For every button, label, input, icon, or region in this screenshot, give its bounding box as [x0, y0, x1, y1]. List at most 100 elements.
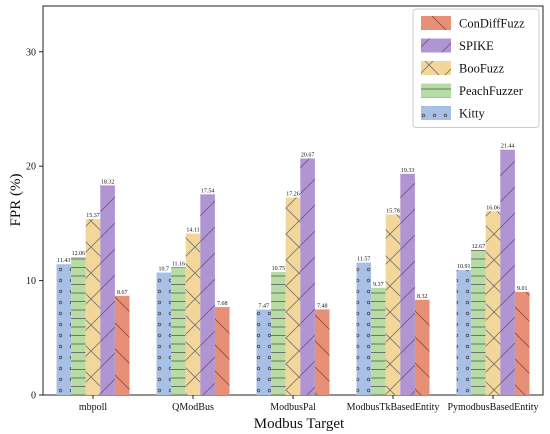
data-label: 12.67	[472, 244, 486, 250]
data-label: 20.67	[301, 153, 315, 159]
bar-spike-qmodbus	[200, 194, 215, 395]
bar-pattern	[100, 185, 115, 395]
bar-pattern	[414, 299, 430, 395]
x-tick-label: PymodbusBasedEntity	[447, 402, 538, 413]
data-label: 10.7	[159, 267, 170, 273]
bar-condifffuzz-qmodbus	[214, 307, 230, 395]
data-label: 8.67	[117, 290, 128, 296]
bar-peachfuzzer-modbustkbasedentity	[371, 287, 386, 395]
bar-pattern	[200, 194, 215, 395]
data-label: 11.57	[357, 257, 370, 263]
bar-pattern	[156, 272, 172, 395]
bar-pattern	[71, 257, 86, 395]
bar-spike-mbpoll	[100, 185, 115, 395]
data-label: 7.48	[317, 303, 328, 309]
data-label: 12.06	[72, 251, 86, 257]
bar-pattern	[300, 158, 315, 395]
bar-spike-modbuspal	[300, 158, 315, 395]
bar-pattern	[271, 272, 286, 395]
legend: ConDiffFuzz SPIKE BooFuzz PeachFuzzer Kitty	[412, 8, 540, 128]
bar-pattern	[185, 233, 201, 395]
bar-pattern	[214, 307, 230, 395]
legend-label-kitty: Kitty	[459, 107, 485, 121]
data-label: 19.33	[401, 168, 415, 174]
bar-pattern	[256, 309, 272, 395]
data-label: 8.32	[417, 294, 428, 300]
data-label: 17.54	[201, 188, 215, 194]
bar-condifffuzz-pymodbusbasedentity	[514, 291, 530, 395]
bar-condifffuzz-modbustkbasedentity	[414, 299, 430, 395]
y-tick-label: 0	[31, 391, 36, 402]
bar-pattern	[356, 262, 372, 395]
y-tick-label: 30	[26, 47, 36, 58]
x-tick-label: mbpoll	[79, 402, 108, 413]
bar-boofuzz-modbuspal	[285, 197, 301, 395]
data-label: 17.26	[286, 192, 300, 198]
bar-boofuzz-modbustkbasedentity	[385, 214, 401, 395]
data-label: 16.06	[486, 205, 500, 211]
bar-peachfuzzer-qmodbus	[171, 267, 186, 395]
data-label: 21.44	[501, 144, 515, 150]
bar-boofuzz-mbpoll	[85, 219, 101, 395]
data-label: 14.11	[186, 228, 199, 234]
bar-pattern	[400, 173, 415, 395]
bar-pattern	[471, 250, 486, 395]
bar-peachfuzzer-pymodbusbasedentity	[471, 250, 486, 395]
bar-pattern	[314, 309, 330, 395]
legend-swatch-boofuzz	[421, 61, 451, 75]
data-label: 9.01	[517, 286, 528, 292]
swatch-pattern	[421, 16, 451, 30]
bar-boofuzz-pymodbusbasedentity	[485, 211, 501, 395]
bar-peachfuzzer-mbpoll	[71, 257, 86, 395]
bar-condifffuzz-mbpoll	[114, 295, 130, 395]
bar-pattern	[171, 267, 186, 395]
bar-pattern	[371, 287, 386, 395]
x-tick-label: ModbusTkBasedEntity	[347, 402, 440, 413]
data-label: 7.47	[259, 304, 270, 310]
legend-label-spike: SPIKE	[459, 39, 494, 53]
bar-pattern	[385, 214, 401, 395]
y-axis-title: FPR (%)	[8, 174, 24, 227]
bar-kitty-modbustkbasedentity	[356, 262, 372, 395]
bar-pattern	[514, 291, 530, 395]
data-label: 7.68	[217, 301, 228, 307]
legend-swatch-kitty	[421, 106, 451, 120]
bar-pattern	[500, 149, 515, 395]
bar-kitty-modbuspal	[256, 309, 272, 395]
bar-spike-modbustkbasedentity	[400, 173, 415, 395]
bar-pattern	[114, 295, 130, 395]
legend-label-boofuzz: BooFuzz	[459, 62, 505, 76]
bar-kitty-pymodbusbasedentity	[456, 270, 472, 395]
x-tick-label: QModBus	[172, 402, 214, 413]
data-label: 15.78	[386, 208, 400, 214]
bar-kitty-mbpoll	[56, 264, 72, 395]
bar-pattern	[85, 219, 101, 395]
bar-pattern	[485, 211, 501, 395]
bar-kitty-qmodbus	[156, 272, 172, 395]
data-label: 11.16	[172, 261, 185, 267]
x-tick-label: ModbusPal	[270, 402, 316, 413]
legend-swatch-spike	[421, 38, 451, 53]
data-label: 11.43	[57, 258, 70, 264]
swatch-pattern	[421, 106, 451, 120]
swatch-pattern	[421, 38, 451, 53]
data-label: 10.75	[272, 266, 286, 272]
legend-label-condifffuzz: ConDiffFuzz	[459, 17, 525, 31]
bar-spike-pymodbusbasedentity	[500, 149, 515, 395]
swatch-pattern	[421, 61, 451, 75]
data-label: 10.91	[457, 264, 471, 270]
x-axis-title: Modbus Target	[254, 416, 345, 432]
bar-pattern	[56, 264, 72, 395]
y-tick-label: 10	[26, 276, 36, 287]
bar-pattern	[285, 197, 301, 395]
data-label: 18.32	[101, 179, 115, 185]
legend-swatch-peachfuzzer	[421, 83, 451, 98]
y-tick-label: 20	[26, 162, 36, 173]
legend-swatch-condifffuzz	[421, 16, 451, 30]
bar-peachfuzzer-modbuspal	[271, 272, 286, 395]
bar-pattern	[456, 270, 472, 395]
swatch-pattern	[421, 83, 451, 98]
bar-boofuzz-qmodbus	[185, 233, 201, 395]
data-label: 9.37	[373, 282, 384, 288]
